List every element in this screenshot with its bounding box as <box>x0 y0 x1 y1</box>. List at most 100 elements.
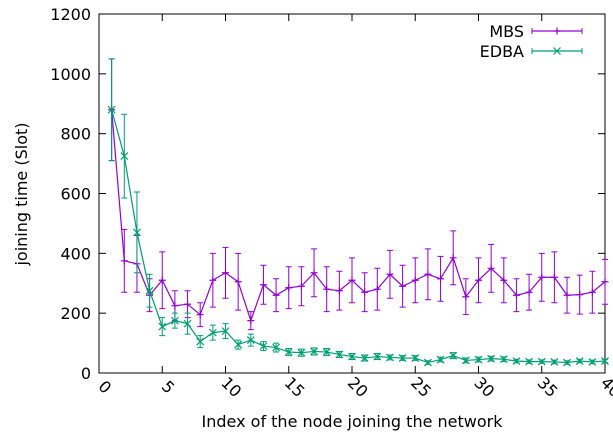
legend-cap <box>531 48 583 54</box>
data-point <box>259 342 268 350</box>
data-point <box>335 287 343 295</box>
x-tick-label: 10 <box>217 373 245 401</box>
y-tick-label: 0 <box>81 364 91 383</box>
x-tick-label: 25 <box>407 373 435 401</box>
data-point <box>272 343 281 352</box>
data-point <box>348 352 356 361</box>
series-mbs <box>108 58 609 331</box>
data-point <box>576 291 584 299</box>
data-point <box>525 357 534 366</box>
data-point <box>322 348 331 356</box>
data-point <box>310 347 318 356</box>
data-point <box>171 302 179 310</box>
data-point <box>538 273 546 281</box>
data-point <box>601 357 609 365</box>
data-point <box>512 357 521 365</box>
series-edba <box>107 58 609 367</box>
data-point <box>423 358 432 367</box>
data-point <box>601 278 609 286</box>
data-point <box>437 275 445 283</box>
data-point <box>209 276 217 284</box>
data-point <box>348 276 356 284</box>
data-point <box>588 288 596 296</box>
data-point <box>499 355 508 364</box>
data-point <box>120 257 128 265</box>
y-tick-label: 1200 <box>50 5 91 24</box>
data-point <box>475 276 482 284</box>
data-point <box>449 351 458 360</box>
data-point <box>449 254 457 262</box>
data-point <box>360 354 369 362</box>
series-layer <box>107 58 609 367</box>
data-point <box>170 316 179 325</box>
data-point <box>297 282 305 290</box>
data-point <box>487 354 496 363</box>
x-tick-label: 30 <box>470 373 498 401</box>
data-point <box>487 264 495 272</box>
data-point <box>373 352 382 361</box>
data-point <box>474 355 483 364</box>
data-point <box>145 286 154 295</box>
data-point <box>399 282 407 290</box>
data-point <box>222 269 229 277</box>
series-line <box>111 109 606 364</box>
data-point <box>500 276 508 284</box>
data-point <box>588 358 597 366</box>
x-axis-label: Index of the node joining the network <box>202 412 504 431</box>
x-tick-label: 15 <box>281 373 309 401</box>
data-point <box>272 291 280 299</box>
x-tick-label: 20 <box>344 373 372 401</box>
data-point <box>158 322 167 331</box>
data-point <box>461 356 470 365</box>
series-line <box>111 109 606 323</box>
data-point <box>553 27 561 35</box>
y-tick-label: 800 <box>60 125 91 144</box>
x-tick-label: 0 <box>95 377 116 398</box>
data-point <box>550 273 558 281</box>
data-point <box>196 337 205 346</box>
y-tick-label: 400 <box>60 244 91 263</box>
data-point <box>284 348 293 356</box>
legend-label: EDBA <box>480 42 524 61</box>
data-point <box>373 285 381 293</box>
data-point <box>424 270 432 278</box>
data-point <box>386 270 394 278</box>
data-point <box>196 311 204 319</box>
y-tick-label: 200 <box>60 304 91 323</box>
data-point <box>323 285 331 293</box>
data-point <box>107 105 116 114</box>
legend-item-mbs: MBS <box>489 22 583 41</box>
y-tick-label: 1000 <box>50 65 91 84</box>
data-point <box>158 276 166 284</box>
data-point <box>361 288 369 296</box>
data-point <box>398 354 407 362</box>
data-point <box>234 340 243 349</box>
data-point <box>462 293 470 301</box>
data-point <box>297 348 306 357</box>
x-tick-label: 5 <box>158 377 179 398</box>
data-point <box>563 358 571 367</box>
x-tick-label: 40 <box>597 373 613 401</box>
data-point <box>550 358 559 366</box>
data-point <box>184 300 192 308</box>
data-point <box>208 328 217 337</box>
legend-cap <box>531 28 583 34</box>
data-point <box>133 228 141 237</box>
data-point <box>575 357 584 365</box>
data-point <box>234 278 242 286</box>
data-point <box>386 353 394 362</box>
data-point <box>411 276 419 284</box>
data-point <box>247 317 255 325</box>
data-point <box>525 288 533 296</box>
data-point <box>285 284 293 292</box>
data-point <box>335 350 344 359</box>
legend-item-edba: EDBA <box>480 42 583 61</box>
data-point <box>310 269 318 277</box>
x-tick-label: 35 <box>534 373 562 401</box>
y-axis-label: joining time (Slot) <box>12 122 31 266</box>
axes: 0 200 400 600 800 1000 1200 0 5 10 15 20 25 30 35 40 <box>50 5 613 401</box>
data-point <box>553 47 561 55</box>
data-point <box>259 281 267 289</box>
